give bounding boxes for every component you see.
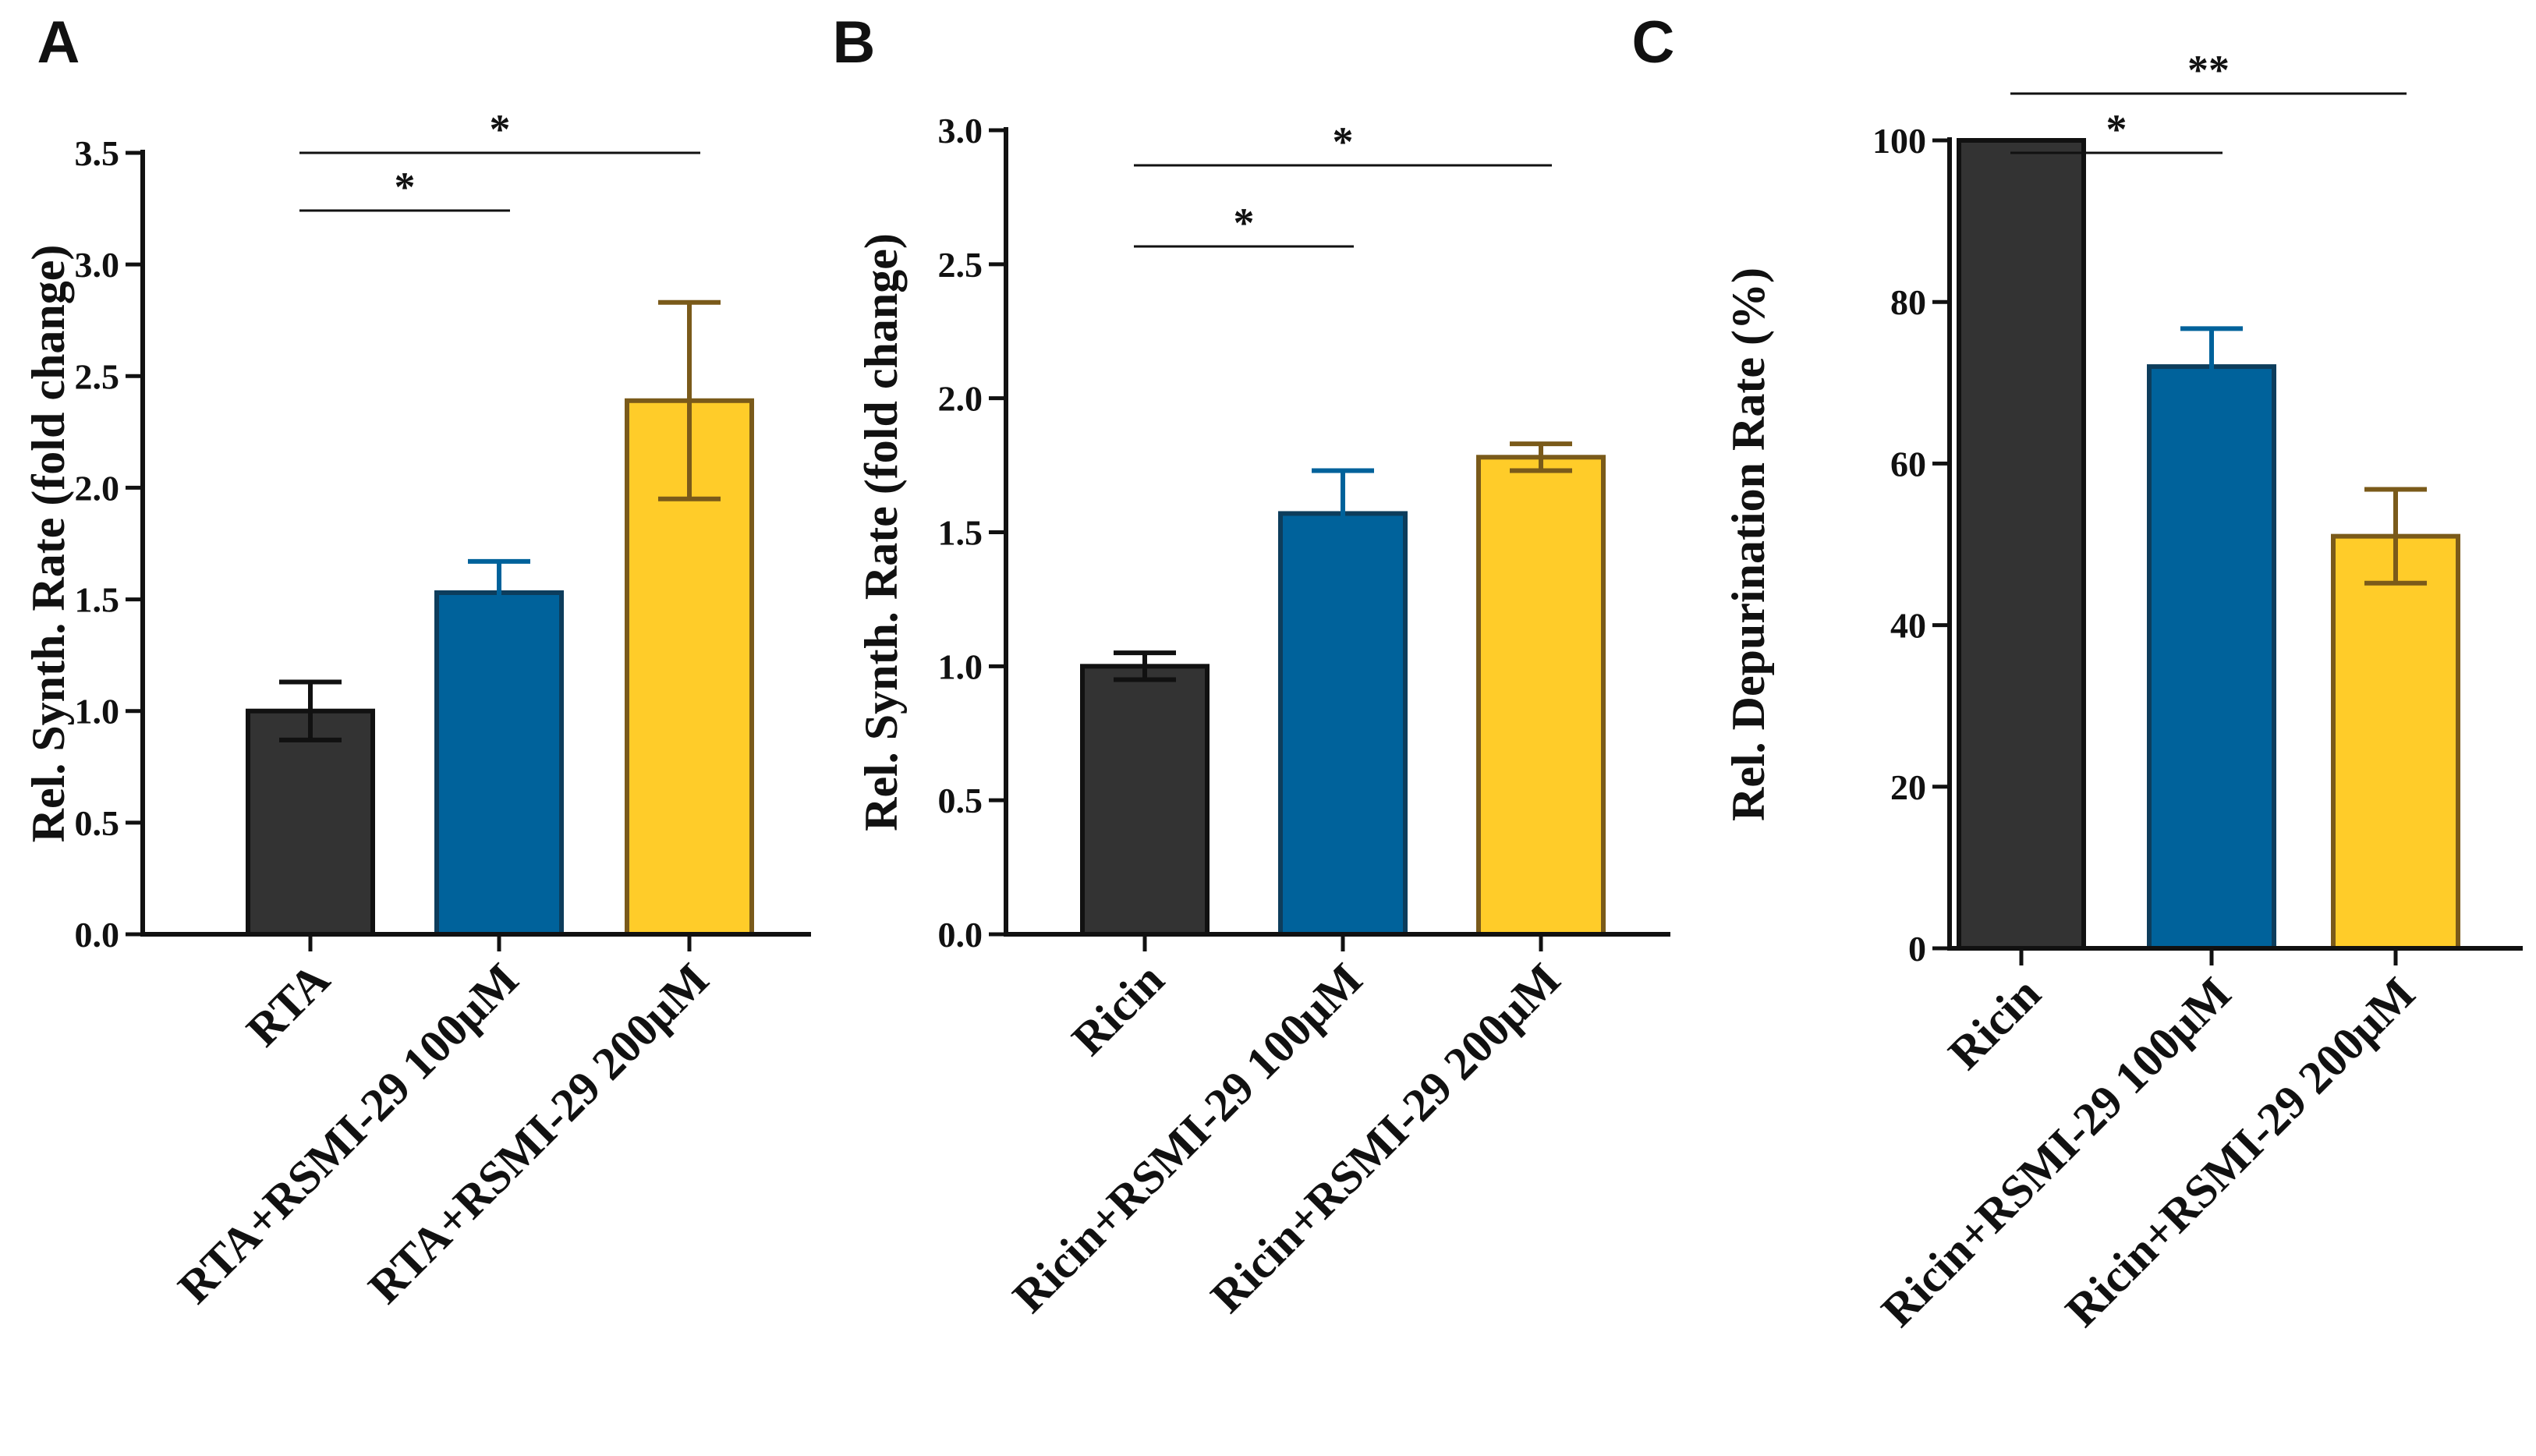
y-tick-label: 0.5: [75, 803, 120, 843]
x-category-label: Ricin+RSMI-29 100μM: [1872, 968, 2240, 1337]
y-tick-label: 1.5: [75, 580, 120, 620]
significance-label: *: [395, 164, 416, 211]
x-category-label: Ricin+RSMI-29 100μM: [1003, 954, 1372, 1323]
panel-b: B Rel. Synth. Rate (fold change) 0.0 0.5 1.0…: [833, 9, 1670, 1323]
y-tick-label: 0: [1908, 929, 1926, 969]
panel-label: A: [37, 9, 80, 76]
bar: [1476, 455, 1606, 937]
x-category-label: Ricin: [1939, 968, 2050, 1079]
y-tick-label: 40: [1890, 606, 1926, 646]
x-category-label: RTA: [237, 954, 340, 1057]
y-tick-label: 100: [1872, 121, 1926, 161]
x-category-label: RTA+RSMI-29 200μM: [359, 954, 718, 1313]
bar: [246, 708, 375, 937]
significance-label: **: [2187, 47, 2230, 94]
y-tick-label: 2.0: [75, 468, 120, 508]
significance-label: *: [1333, 119, 1354, 165]
y-tick-label: 20: [1890, 767, 1926, 807]
panel-c: C Rel. Depurination Rate (%) 0 20 40 60 80 100 R…: [1632, 9, 2523, 1337]
significance-label: *: [2106, 106, 2127, 153]
significance-label: *: [1234, 200, 1255, 246]
bar: [434, 590, 564, 937]
y-axis-title: Rel. Depurination Rate (%): [1723, 267, 1774, 821]
y-tick-label: 80: [1890, 282, 1926, 322]
bar: [1278, 511, 1408, 937]
y-tick-label: 0.0: [75, 915, 120, 955]
x-category-label: Ricin+RSMI-29 200μM: [2056, 968, 2424, 1337]
bar: [1080, 664, 1210, 937]
y-tick-label: 1.0: [938, 647, 983, 686]
bar: [2147, 364, 2276, 951]
x-category-label: Ricin+RSMI-29 200μM: [1201, 954, 1570, 1323]
y-axis-title: Rel. Synth. Rate (fold change): [23, 245, 74, 843]
x-category-label: RTA+RSMI-29 100μM: [168, 954, 528, 1313]
y-tick-label: 3.0: [75, 245, 120, 285]
bar: [1957, 138, 2086, 951]
panel-a: A Rel. Synth. Rate (fold change) 0.0 0.5 1.0…: [23, 9, 811, 1313]
y-tick-label: 1.5: [938, 513, 983, 553]
x-category-label: Ricin: [1062, 954, 1174, 1065]
y-axis-title: Rel. Synth. Rate (fold change): [855, 233, 907, 831]
panel-label: B: [833, 9, 876, 76]
y-tick-label: 2.5: [938, 245, 983, 285]
panel-label: C: [1632, 9, 1675, 76]
y-tick-label: 0.5: [938, 781, 983, 820]
y-tick-label: 2.0: [938, 379, 983, 419]
significance-label: *: [490, 106, 511, 153]
y-tick-label: 0.0: [938, 915, 983, 955]
y-tick-label: 2.5: [75, 356, 120, 396]
y-tick-label: 1.0: [75, 692, 120, 732]
bar: [2331, 533, 2460, 951]
y-tick-label: 3.5: [75, 133, 120, 173]
y-tick-label: 60: [1890, 444, 1926, 484]
y-tick-label: 3.0: [938, 111, 983, 151]
